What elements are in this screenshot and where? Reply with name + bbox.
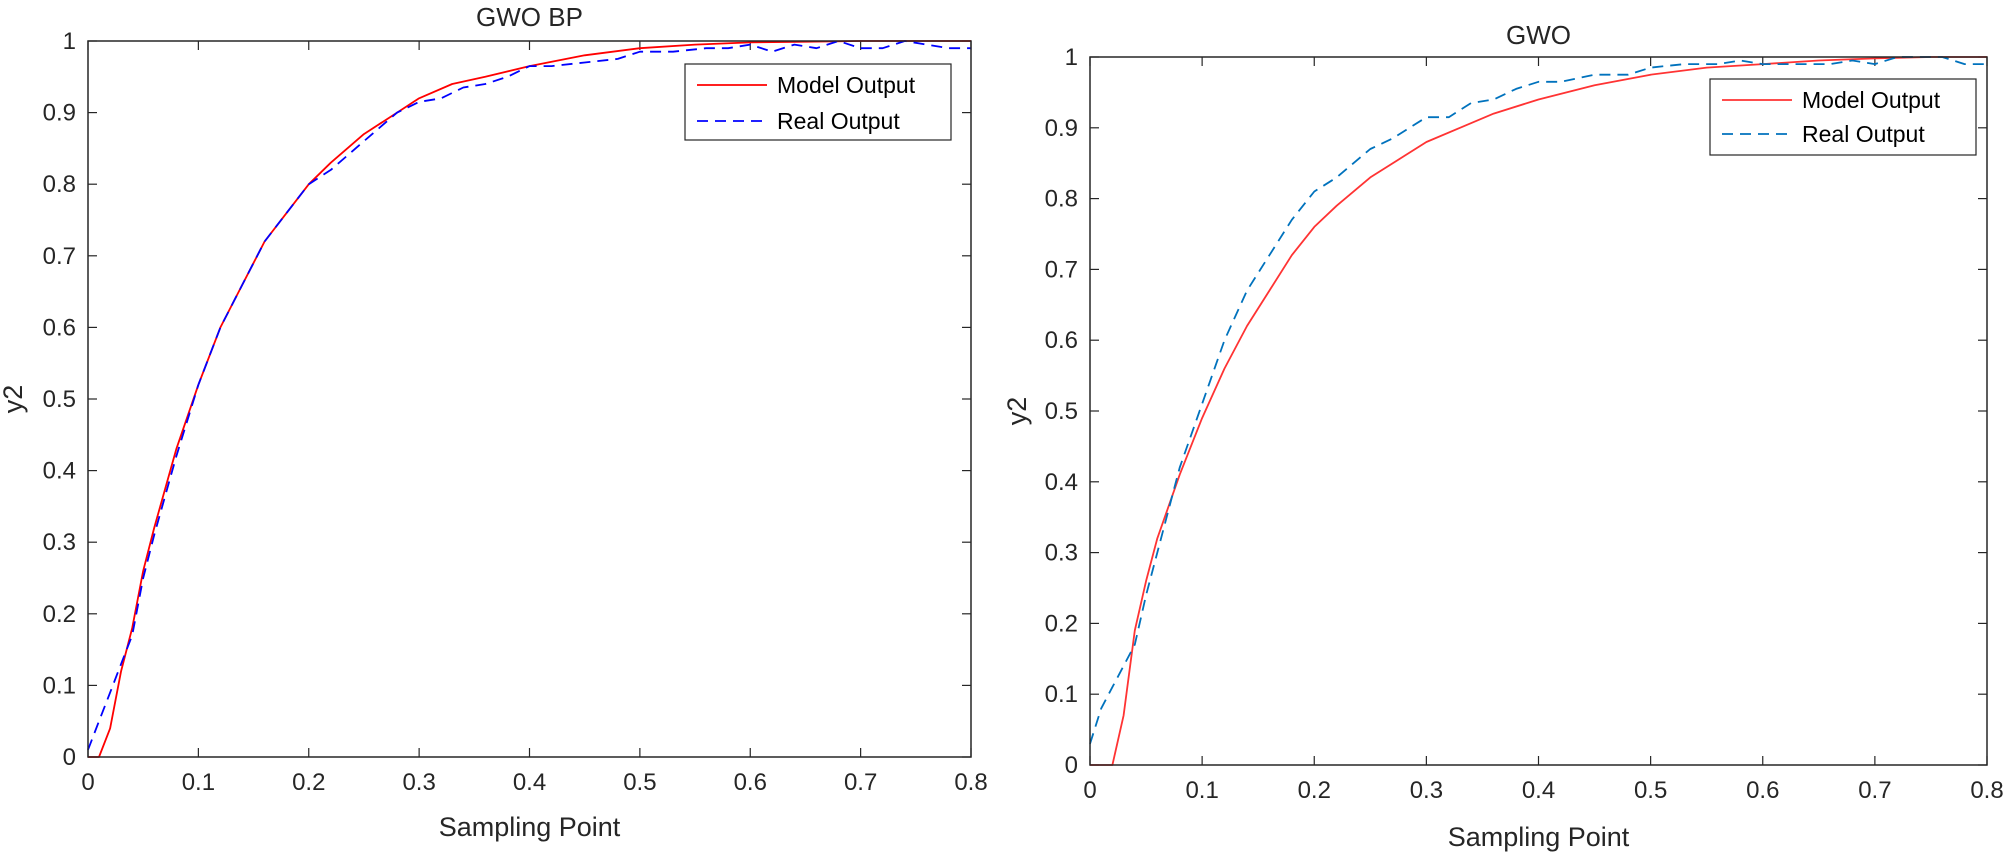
x-tick-label: 0.1: [182, 769, 215, 796]
x-tick-label: 0: [1083, 777, 1096, 804]
y-tick-label: 1: [63, 28, 76, 55]
y-tick-label: 1: [1065, 44, 1078, 71]
y-tick-label: 0.7: [43, 243, 76, 270]
x-tick-label: 0.6: [1746, 777, 1779, 804]
legend: Model Output Real Output: [1709, 78, 1977, 156]
x-tick-label: 0.8: [954, 769, 987, 796]
y-tick-label: 0: [63, 744, 76, 771]
series-lines: [1089, 56, 1987, 766]
legend-entry-model-output: Model Output: [1802, 87, 1941, 113]
y-tick-label: 0.9: [43, 100, 76, 127]
y-tick-label: 0.8: [43, 171, 76, 198]
series-line-real-output: [87, 40, 971, 751]
x-tick-label: 0.5: [623, 769, 656, 796]
y-tick-label: 0.6: [1045, 327, 1078, 354]
legend-box: [1709, 78, 1977, 156]
series-line-model-output: [1090, 56, 1987, 766]
chart-gwo: GWO Sampling Point y2 0 0.1 0.2 0.3 0.4 0.5 0.…: [1002, 20, 2004, 852]
y-axis-label: y2: [0, 385, 28, 414]
y-tick-label: 0.2: [43, 601, 76, 628]
x-tick-label: 0.1: [1185, 777, 1218, 804]
y-tick-label: 0.1: [43, 672, 76, 699]
y-tick-label: 0.2: [1045, 610, 1078, 637]
chart-gwo-bp: GWO BP Sampling Point y2 0 0.1 0.2 0.3 0.4 0.…: [0, 2, 988, 842]
y-axis-label: y2: [1002, 397, 1032, 426]
x-axis-label: Sampling Point: [439, 812, 621, 842]
y-tick-label: 0.5: [43, 386, 76, 413]
y-tick-label: 0.7: [1045, 256, 1078, 283]
y-tick-label: 0.1: [1045, 681, 1078, 708]
series-line-real-output: [1089, 56, 1987, 745]
series-line-model-output: [88, 40, 971, 758]
axis-ticks: 0 0.1 0.2 0.3 0.4 0.5 0.6 0.7 0.8 0 0.1 0.2 0.3 0.4 0.…: [43, 28, 988, 796]
x-tick-label: 0.7: [844, 769, 877, 796]
legend: Model Output Real Output: [684, 63, 952, 141]
chart-title: GWO BP: [476, 2, 583, 32]
y-tick-label: 0.4: [43, 458, 76, 485]
x-tick-label: 0.2: [292, 769, 325, 796]
series-lines: [87, 40, 971, 758]
x-tick-label: 0.2: [1298, 777, 1331, 804]
x-tick-label: 0.6: [734, 769, 767, 796]
legend-box: [684, 63, 952, 141]
x-tick-label: 0.4: [513, 769, 546, 796]
x-tick-label: 0.7: [1858, 777, 1891, 804]
legend-entry-model-output: Model Output: [777, 72, 916, 98]
legend-entry-real-output: Real Output: [777, 108, 900, 134]
y-tick-label: 0.4: [1045, 469, 1078, 496]
y-tick-label: 0.8: [1045, 186, 1078, 213]
x-tick-label: 0.3: [1410, 777, 1443, 804]
y-tick-label: 0.3: [43, 529, 76, 556]
plot-area-frame: [87, 40, 972, 758]
plot-area-frame: [1089, 56, 1988, 766]
y-tick-label: 0.9: [1045, 115, 1078, 142]
x-tick-label: 0.5: [1634, 777, 1667, 804]
y-tick-label: 0.3: [1045, 540, 1078, 567]
y-tick-label: 0: [1065, 752, 1078, 779]
axis-ticks: 0 0.1 0.2 0.3 0.4 0.5 0.6 0.7 0.8 0 0.1 0.2 0.3 0.4 0.…: [1045, 44, 2004, 804]
legend-entry-real-output: Real Output: [1802, 121, 1925, 147]
x-tick-label: 0.8: [1970, 777, 2003, 804]
x-axis-label: Sampling Point: [1448, 822, 1630, 852]
x-tick-label: 0: [81, 769, 94, 796]
x-tick-label: 0.3: [402, 769, 435, 796]
chart-title: GWO: [1506, 20, 1571, 50]
y-tick-label: 0.6: [43, 314, 76, 341]
y-tick-label: 0.5: [1045, 398, 1078, 425]
x-tick-label: 0.4: [1522, 777, 1555, 804]
